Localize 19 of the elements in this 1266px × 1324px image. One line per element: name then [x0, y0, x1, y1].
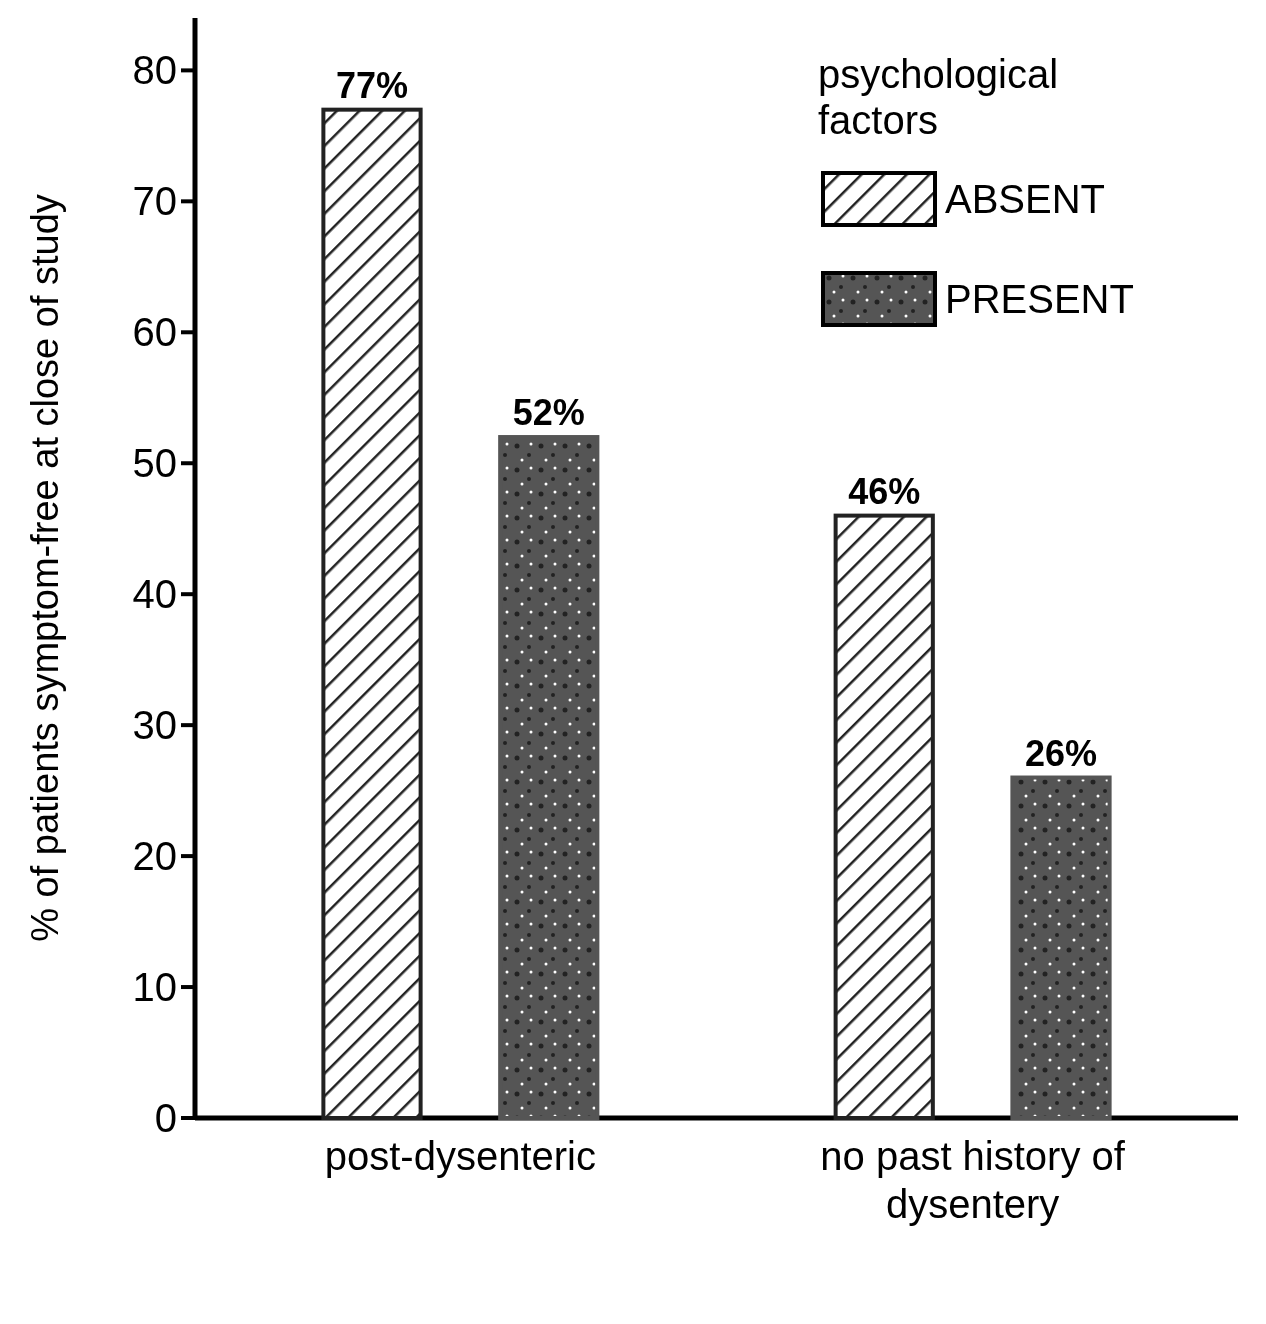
data-label: 46% [848, 470, 921, 512]
y-tick-label: 80 [132, 48, 177, 93]
y-tick-label: 20 [132, 834, 177, 879]
y-tick-label: 0 [154, 1096, 177, 1140]
data-label: 26% [1024, 732, 1098, 774]
data-label: 52% [512, 392, 585, 434]
y-axis-title: % of patients symptom-free at close of study [24, 194, 66, 942]
y-tick-label: 70 [132, 179, 177, 224]
data-label: 77% [335, 64, 409, 106]
y-tick-label: 40 [132, 572, 177, 617]
y-tick-label: 30 [132, 703, 177, 748]
legend-label: ABSENT [945, 177, 1106, 221]
x-tick-label: no past history of dysentery [820, 1134, 1126, 1226]
y-tick-label: 50 [132, 441, 177, 486]
y-tick-label: 60 [132, 310, 177, 355]
legend-title: psychological factors [818, 52, 1059, 142]
y-tick-label: 10 [132, 965, 177, 1010]
legend-label: PRESENT [945, 277, 1134, 321]
x-tick-label: post-dysenteric [324, 1134, 596, 1178]
